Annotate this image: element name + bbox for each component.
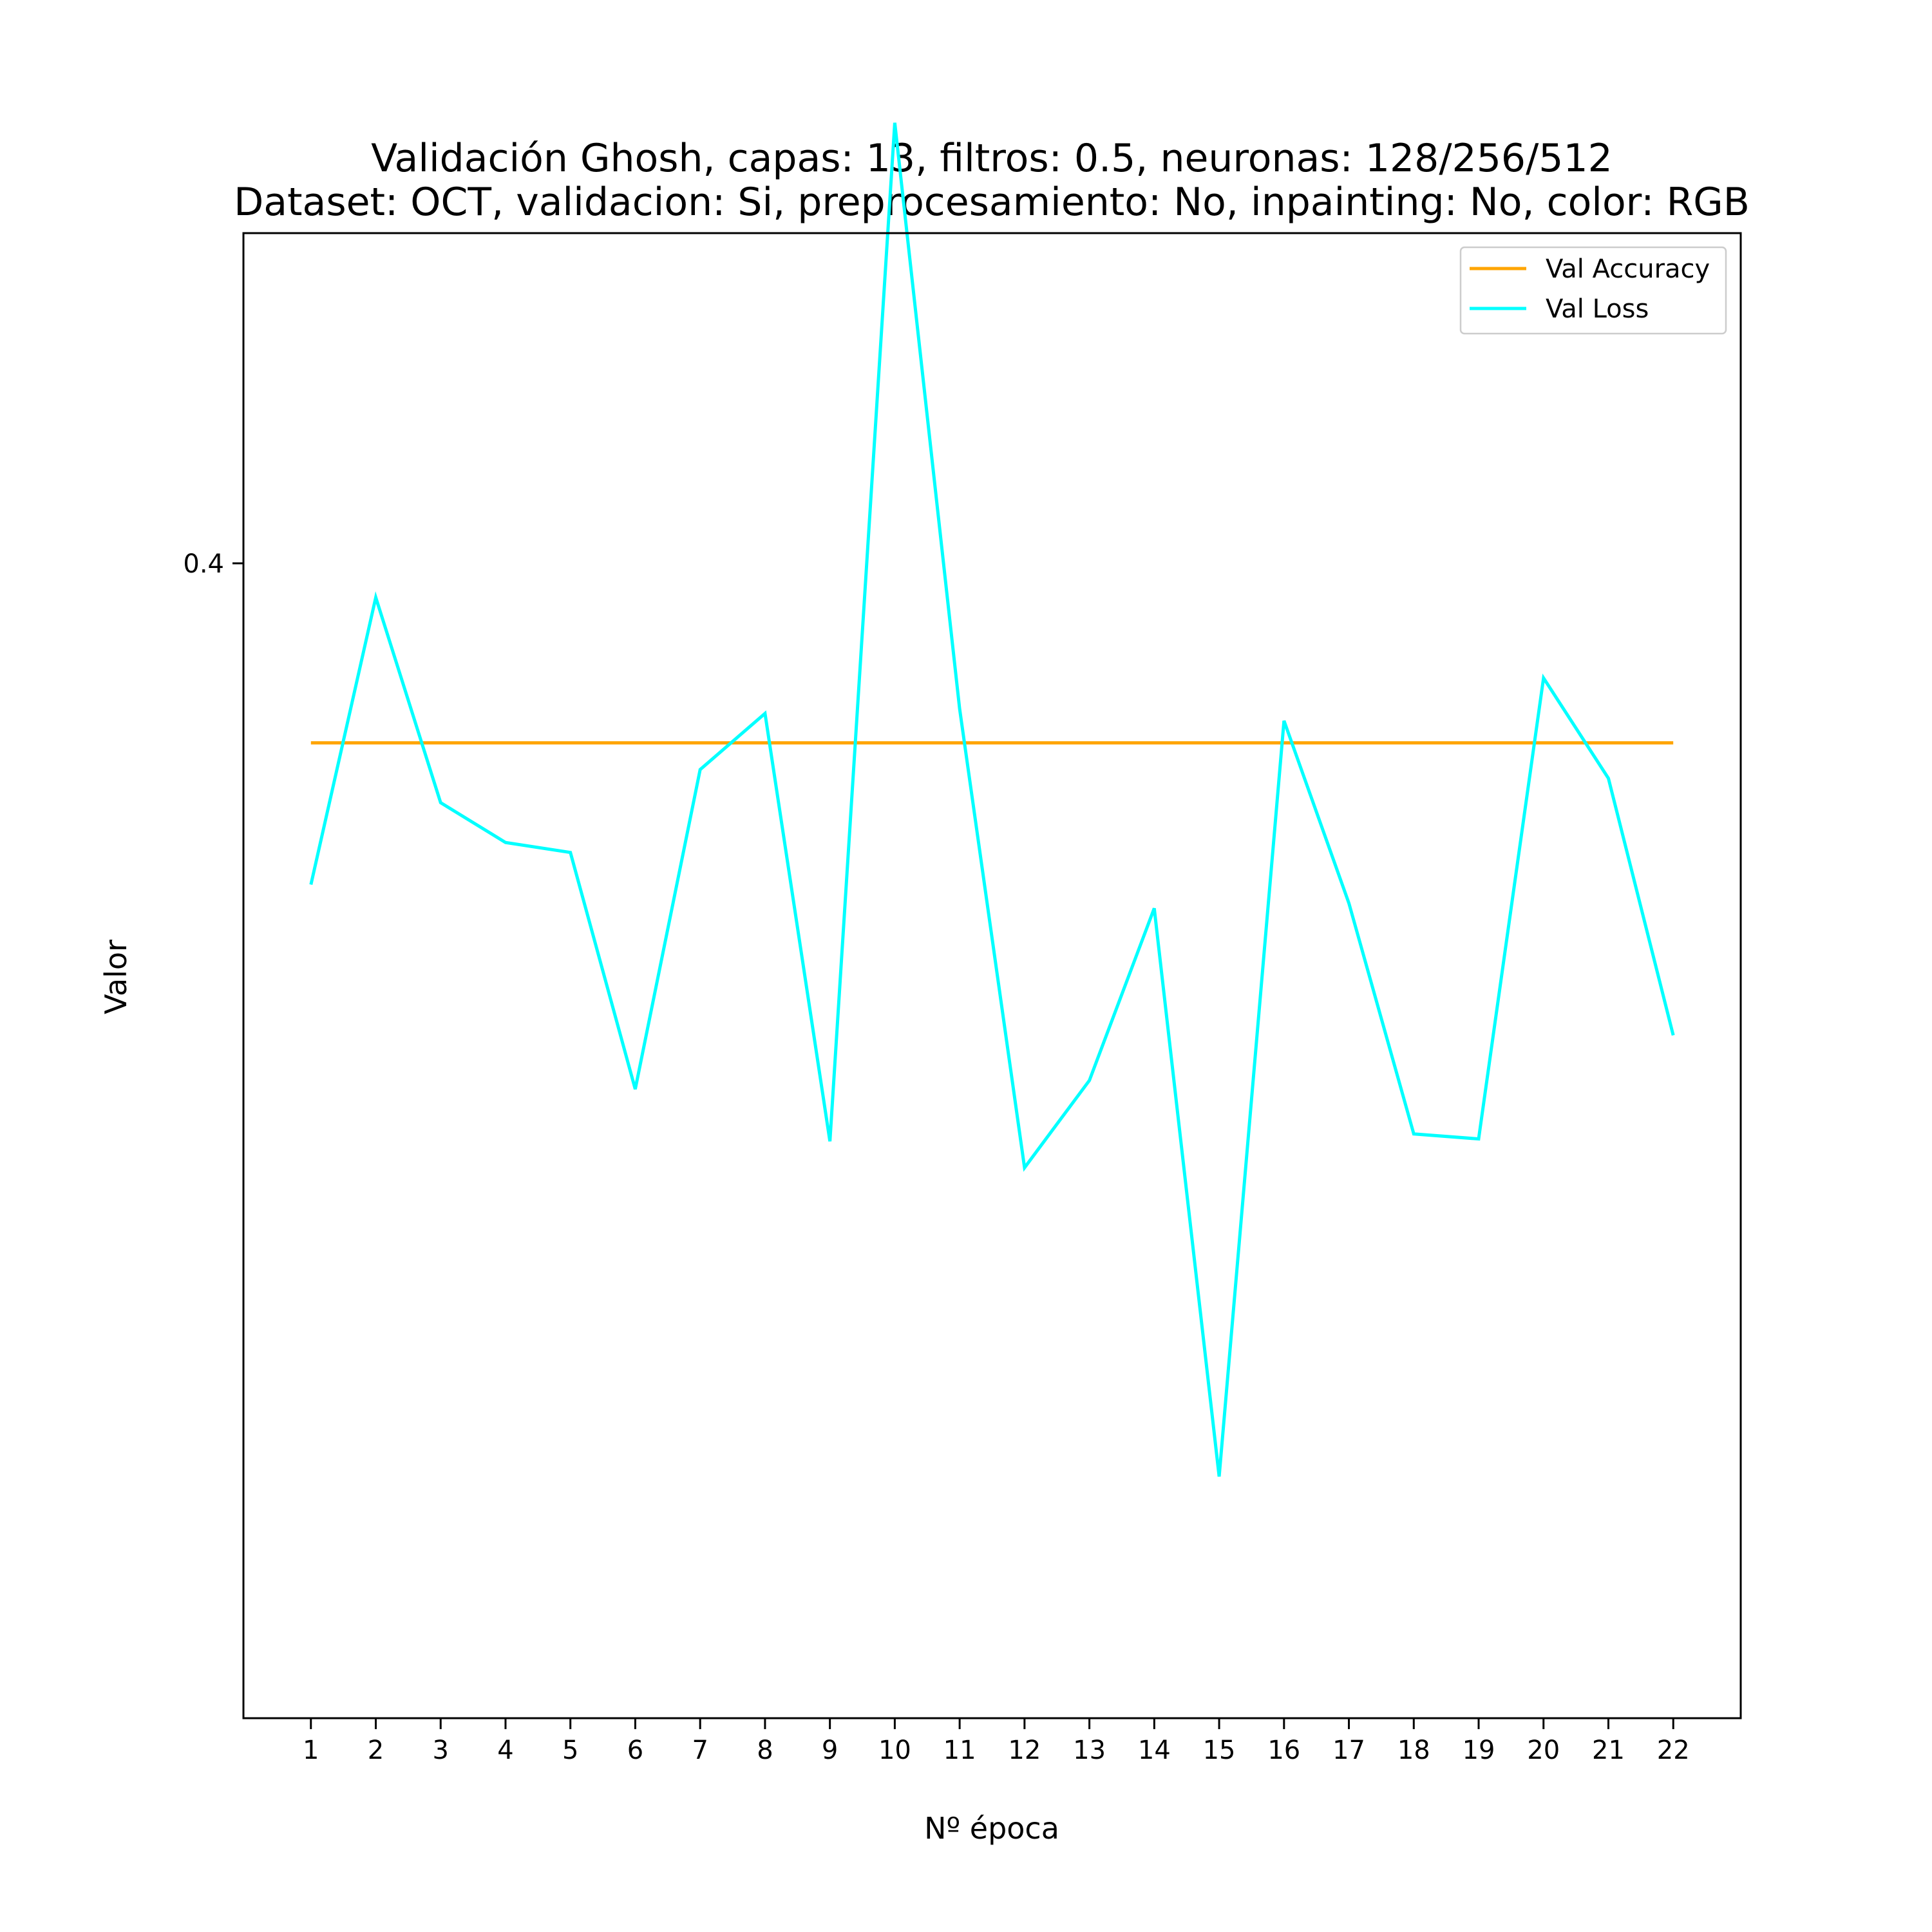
- x-tick-label-7: 7: [692, 1736, 708, 1765]
- chart-title: Validación Ghosh, capas: 13, filtros: 0.…: [371, 136, 1613, 181]
- x-tick-label-3: 3: [433, 1736, 449, 1765]
- x-tick-label-12: 12: [1008, 1736, 1041, 1765]
- x-tick-label-9: 9: [822, 1736, 838, 1765]
- x-tick-label-13: 13: [1073, 1736, 1106, 1765]
- x-tick-label-8: 8: [757, 1736, 773, 1765]
- legend-box: [1459, 246, 1727, 335]
- x-tick-label-18: 18: [1397, 1736, 1430, 1765]
- x-tick-label-11: 11: [943, 1736, 976, 1765]
- y-axis: 0.4: [183, 549, 243, 579]
- x-tick-label-4: 4: [497, 1736, 513, 1765]
- x-axis-label: Nº época: [924, 1811, 1059, 1846]
- x-tick-label-22: 22: [1657, 1736, 1690, 1765]
- x-tick-label-6: 6: [627, 1736, 643, 1765]
- x-tick-label-15: 15: [1203, 1736, 1236, 1765]
- x-tick-label-14: 14: [1138, 1736, 1171, 1765]
- series-line-val-loss: [309, 122, 1675, 1477]
- x-tick-label-20: 20: [1527, 1736, 1560, 1765]
- y-axis-label: Valor: [99, 940, 133, 1014]
- x-tick-label-17: 17: [1332, 1736, 1365, 1765]
- plot-frame: [242, 232, 1742, 1719]
- x-tick-label-16: 16: [1267, 1736, 1300, 1765]
- x-tick-label-2: 2: [368, 1736, 384, 1765]
- series-layer: [309, 122, 1675, 1477]
- x-axis: 1 2 3 4 5 6 7 8 9 10 11 12 13 14 15 16 17 18 19 20 21 22: [303, 1718, 1690, 1765]
- x-tick-label-10: 10: [878, 1736, 911, 1765]
- chart-subtitle: Dataset: OCT, validacion: Si, preprocesa…: [234, 180, 1750, 225]
- legend-label-val-loss: Val Loss: [1546, 294, 1649, 324]
- x-tick-label-5: 5: [562, 1736, 578, 1765]
- legend: Val Accuracy Val Loss: [1459, 246, 1727, 335]
- x-tick-label-21: 21: [1592, 1736, 1625, 1765]
- x-tick-label-1: 1: [303, 1736, 319, 1765]
- y-tick-label-0: 0.4: [183, 549, 224, 579]
- x-tick-label-19: 19: [1463, 1736, 1495, 1765]
- legend-label-val-accuracy: Val Accuracy: [1546, 254, 1710, 284]
